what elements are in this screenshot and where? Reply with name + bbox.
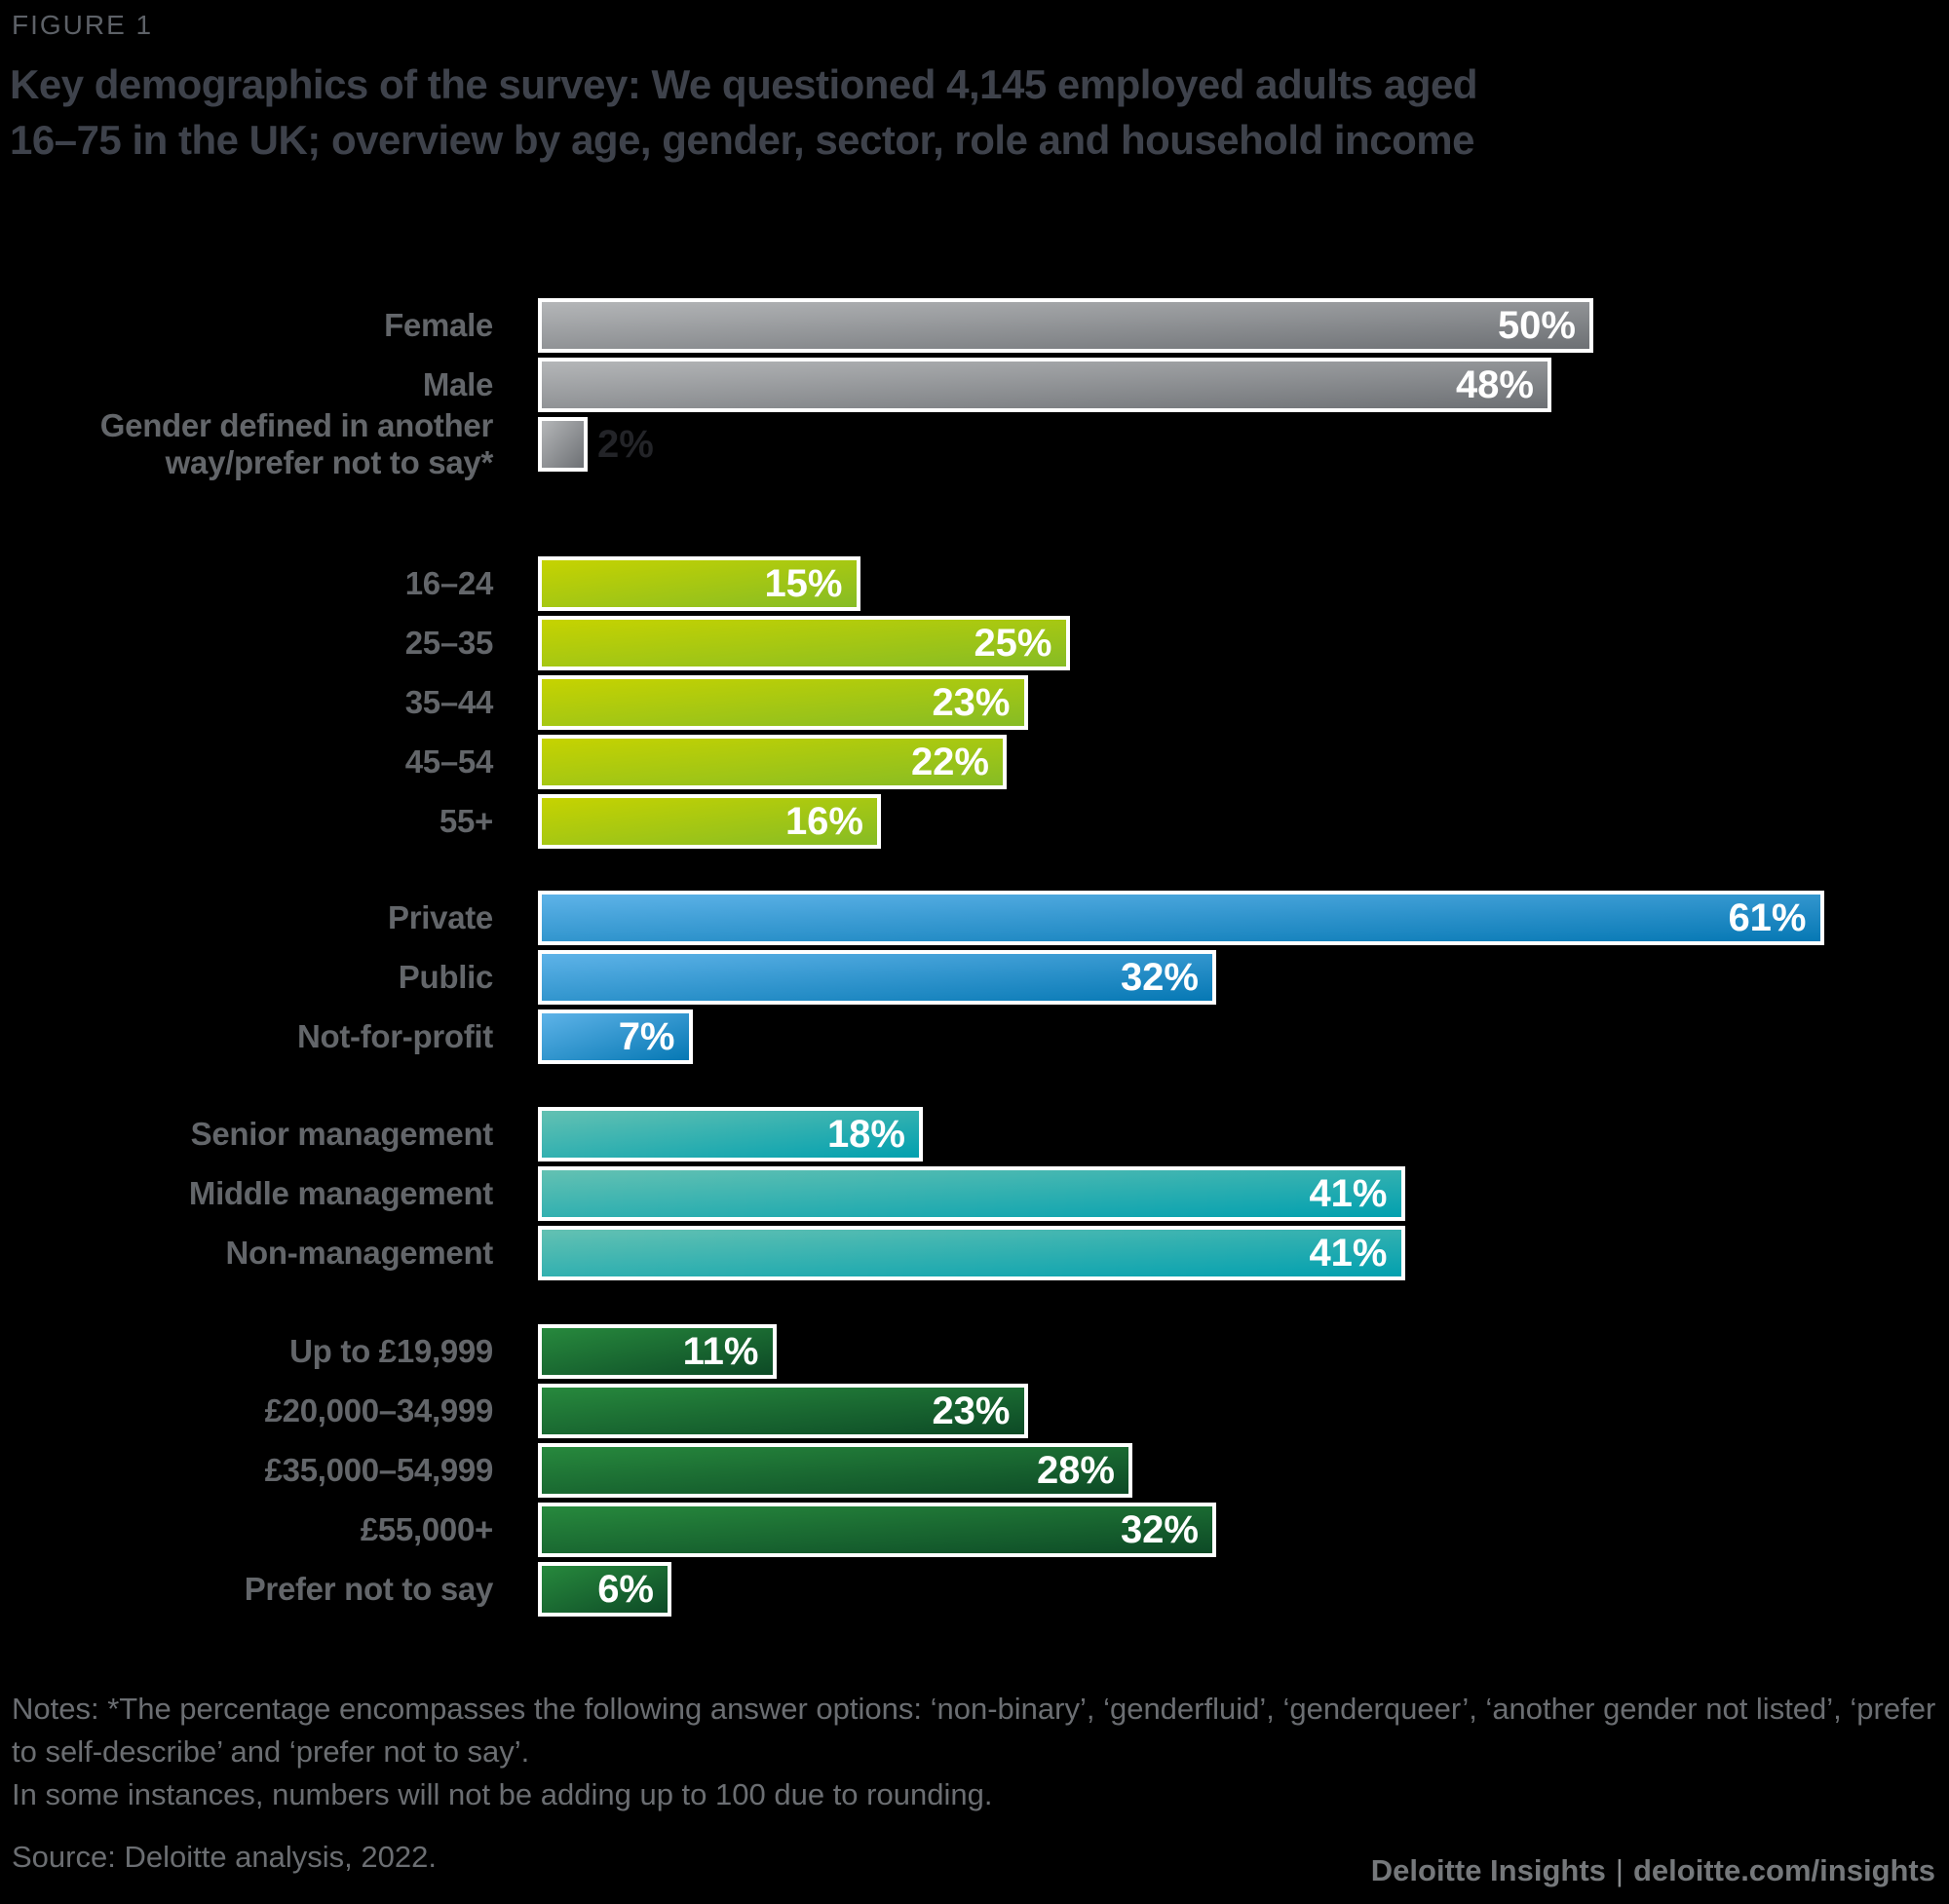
bar-age-2: 23%: [538, 675, 1028, 730]
bar-row-age-4: 55+ 16%: [0, 794, 1949, 849]
value-label: 50%: [1497, 303, 1576, 347]
value-label: 2%: [597, 422, 654, 466]
value-label: 18%: [826, 1112, 905, 1156]
category-label: Gender defined in another way/prefer not…: [99, 407, 494, 480]
value-label: 11%: [682, 1329, 759, 1373]
bar-row-role-1: Middle management 41%: [0, 1166, 1949, 1221]
category-label: 35–44: [404, 684, 494, 721]
source-line: Source: Deloitte analysis, 2022.: [12, 1840, 437, 1875]
bar-age-4: 16%: [538, 794, 881, 849]
notes-block: Notes: *The percentage encompasses the f…: [12, 1688, 1937, 1879]
category-label: Female: [384, 307, 493, 344]
category-label: Male: [422, 366, 493, 403]
category-label: Middle management: [188, 1175, 493, 1212]
bar-row-household_income-1: £20,000–34,999 23%: [0, 1384, 1949, 1438]
figure-title-line2: 16–75 in the UK; overview by age, gender…: [10, 117, 1474, 164]
bar-age-0: 15%: [538, 556, 860, 611]
bar-gender-1: 48%: [538, 358, 1551, 412]
value-label: 32%: [1120, 955, 1199, 999]
figure-title-line1: Key demographics of the survey: We quest…: [10, 61, 1477, 107]
bar-row-age-1: 25–35 25%: [0, 616, 1949, 670]
note-asterisk: Notes: *The percentage encompasses the f…: [12, 1692, 1936, 1770]
category-label: Private: [388, 899, 493, 936]
bar-row-household_income-4: Prefer not to say 6%: [0, 1562, 1949, 1617]
note-rounding: In some instances, numbers will not be a…: [12, 1777, 993, 1812]
category-label: 55+: [439, 803, 493, 840]
category-label: £20,000–34,999: [264, 1392, 494, 1429]
bar-role-0: 18%: [538, 1107, 923, 1161]
value-label: 22%: [910, 740, 989, 783]
bar-sector-2: 7%: [538, 1009, 693, 1064]
bar-row-age-0: 16–24 15%: [0, 556, 1949, 611]
bar-row-household_income-0: Up to £19,999 11%: [0, 1324, 1949, 1379]
bar-row-role-0: Senior management 18%: [0, 1107, 1949, 1161]
value-label: 61%: [1728, 895, 1807, 939]
value-label: 6%: [597, 1567, 654, 1611]
value-label: 15%: [764, 561, 843, 605]
bar-gender-2: 2%: [538, 417, 654, 472]
deloitte-insights-footer: Deloitte Insights | deloitte.com/insights: [1371, 1853, 1935, 1888]
footer-url: deloitte.com/insights: [1632, 1853, 1935, 1887]
bar-age-1: 25%: [538, 616, 1070, 670]
category-label: £55,000+: [360, 1511, 493, 1548]
bar-sector-1: 32%: [538, 950, 1216, 1005]
figure-label: FIGURE 1: [12, 10, 154, 40]
bar-row-gender-2: Gender defined in another way/prefer not…: [0, 407, 1949, 480]
value-label: 41%: [1309, 1231, 1388, 1275]
footer-brand: Deloitte Insights: [1370, 1853, 1606, 1887]
category-label: £35,000–54,999: [264, 1452, 494, 1489]
value-label: 23%: [932, 1389, 1011, 1432]
bar-row-sector-0: Private 61%: [0, 891, 1949, 945]
category-label: 25–35: [404, 625, 494, 662]
bar-household_income-0: 11%: [538, 1324, 777, 1379]
category-label: Not-for-profit: [296, 1018, 493, 1055]
bar-household_income-2: 28%: [538, 1443, 1132, 1498]
bar-chart: Female 50% Male 48% Gender defined in anothe…: [0, 298, 1949, 1617]
bar-row-sector-2: Not-for-profit 7%: [0, 1009, 1949, 1064]
bar-role-1: 41%: [538, 1166, 1405, 1221]
value-label: 16%: [784, 799, 863, 843]
category-label: Public: [398, 959, 494, 996]
bar-sector-0: 61%: [538, 891, 1824, 945]
category-label: 45–54: [404, 743, 494, 781]
bar-row-sector-1: Public 32%: [0, 950, 1949, 1005]
bar-row-gender-0: Female 50%: [0, 298, 1949, 353]
bar-household_income-4: 6%: [538, 1562, 671, 1617]
value-label: 32%: [1120, 1507, 1199, 1551]
bar-age-3: 22%: [538, 735, 1007, 789]
value-label: 7%: [618, 1014, 675, 1058]
category-label: Senior management: [190, 1116, 494, 1153]
value-label: 41%: [1309, 1171, 1388, 1215]
bar-row-role-2: Non-management 41%: [0, 1226, 1949, 1280]
bar-household_income-1: 23%: [538, 1384, 1028, 1438]
category-label: Prefer not to say: [244, 1571, 494, 1608]
bar-row-household_income-3: £55,000+ 32%: [0, 1503, 1949, 1557]
value-label: 28%: [1036, 1448, 1115, 1492]
bar-household_income-3: 32%: [538, 1503, 1216, 1557]
bar-row-age-3: 45–54 22%: [0, 735, 1949, 789]
bar-row-age-2: 35–44 23%: [0, 675, 1949, 730]
value-label: 48%: [1455, 362, 1534, 406]
footer-separator: |: [1615, 1853, 1624, 1887]
bar-row-household_income-2: £35,000–54,999 28%: [0, 1443, 1949, 1498]
category-label: Non-management: [225, 1235, 494, 1272]
bar-gender-0: 50%: [538, 298, 1593, 353]
bar-row-gender-1: Male 48%: [0, 358, 1949, 412]
value-label: 23%: [932, 680, 1011, 724]
bar-role-2: 41%: [538, 1226, 1405, 1280]
value-label: 25%: [974, 621, 1052, 665]
figure-title: Key demographics of the survey: We quest…: [10, 57, 1861, 168]
category-label: Up to £19,999: [289, 1333, 493, 1370]
category-label: 16–24: [404, 565, 494, 602]
